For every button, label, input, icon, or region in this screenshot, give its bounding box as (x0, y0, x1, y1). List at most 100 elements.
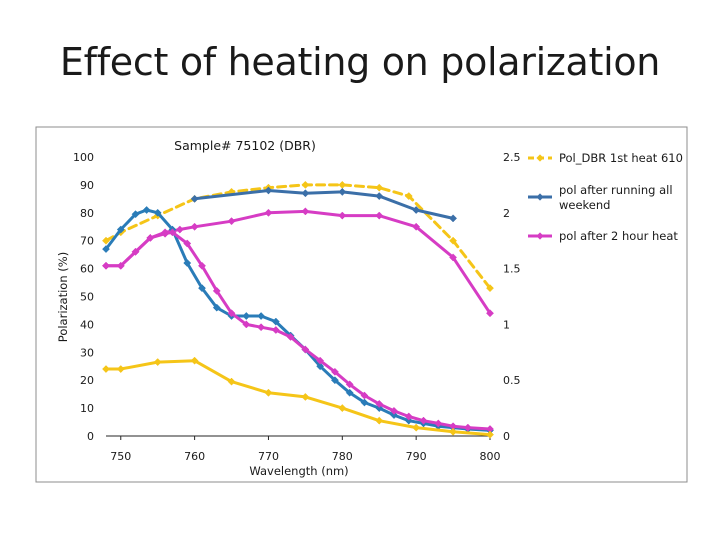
data-point (449, 214, 458, 223)
legend-label: Pol_DBR 1st heat 610 (559, 151, 683, 165)
data-point (175, 225, 184, 234)
data-point (183, 239, 192, 248)
data-point (345, 380, 354, 389)
data-point (375, 211, 384, 220)
data-point (212, 286, 221, 295)
x-tick-label: 750 (110, 450, 131, 463)
data-point (345, 388, 354, 397)
legend-entry-1: pol after running all weekend (528, 183, 673, 212)
y2-tick-label: 1 (503, 318, 510, 331)
legend-marker (536, 232, 544, 240)
legend-marker (536, 154, 544, 162)
data-point (242, 320, 251, 329)
data-point (153, 358, 162, 367)
data-point (330, 376, 339, 385)
data-point (102, 245, 110, 254)
data-point (412, 206, 421, 214)
data-point (375, 192, 384, 201)
y2-tick-label: 0 (503, 430, 510, 443)
y2-tick-label: 2 (503, 207, 510, 220)
data-point (404, 192, 413, 201)
data-point (153, 208, 162, 217)
data-point (286, 333, 295, 341)
y-tick-label: 40 (80, 318, 94, 331)
series-5 (102, 356, 494, 439)
data-point (142, 206, 151, 214)
data-point (242, 312, 251, 320)
data-point (183, 259, 192, 267)
y-tick-label: 10 (80, 402, 94, 415)
x-tick-label: 800 (480, 450, 501, 463)
y-tick-label: 90 (80, 179, 94, 192)
series-layer (102, 180, 494, 439)
data-point (198, 284, 206, 293)
x-tick-label: 790 (406, 450, 427, 463)
data-point (412, 222, 421, 231)
data-point (316, 362, 325, 371)
data-point (227, 309, 236, 318)
data-point (264, 388, 273, 397)
data-point (301, 180, 310, 189)
data-point (146, 233, 155, 242)
data-point (360, 391, 369, 400)
y-tick-label: 100 (73, 151, 94, 164)
data-point (212, 303, 221, 312)
data-point (449, 253, 458, 262)
x-tick-label: 760 (184, 450, 205, 463)
chart-frame (35, 126, 688, 483)
y-tick-label: 50 (80, 291, 94, 304)
y-tick-label: 30 (80, 346, 94, 359)
series-1 (190, 186, 458, 223)
legend-entry-2: pol after 2 hour heat (528, 229, 678, 243)
data-point (131, 210, 140, 219)
series-line (104, 359, 492, 437)
data-point (116, 365, 125, 373)
legend-marker (536, 193, 544, 201)
data-point (338, 211, 347, 220)
data-point (198, 261, 206, 270)
data-point (375, 404, 384, 413)
data-point (419, 416, 428, 425)
data-point (161, 229, 170, 238)
y2-tick-label: 0.5 (503, 374, 521, 387)
y-axis-title: Polarization (%) (56, 252, 70, 342)
data-point (301, 392, 310, 401)
data-point (190, 356, 199, 365)
data-point (412, 423, 421, 432)
data-point (257, 323, 266, 332)
legend-label: pol after running all weekend (559, 183, 673, 212)
data-point (264, 186, 273, 195)
data-point (486, 284, 494, 293)
series-line (104, 183, 492, 290)
data-point (264, 208, 273, 217)
data-point (390, 406, 398, 415)
data-point (449, 427, 458, 436)
data-point (404, 412, 413, 421)
slide-title: Effect of heating on polarization (59, 40, 661, 84)
data-point (168, 228, 177, 237)
data-point (390, 411, 398, 420)
y-tick-label: 20 (80, 374, 94, 387)
y2-tick-label: 2.5 (503, 151, 521, 164)
data-point (301, 189, 310, 198)
series-4 (102, 228, 494, 433)
data-point (463, 423, 472, 432)
data-point (449, 236, 458, 245)
data-point (434, 419, 443, 428)
data-point (116, 261, 125, 270)
data-point (227, 377, 236, 386)
data-point (338, 404, 347, 413)
data-point (257, 312, 266, 320)
data-point (190, 222, 199, 231)
x-tick-label: 770 (258, 450, 279, 463)
x-axis-title: Wavelength (nm) (249, 464, 348, 478)
data-point (271, 326, 280, 334)
data-point (375, 183, 384, 192)
data-point (338, 187, 347, 196)
y-tick-label: 60 (80, 263, 94, 276)
data-point (301, 207, 310, 216)
y-tick-label: 70 (80, 235, 94, 248)
data-point (102, 236, 110, 245)
data-point (486, 430, 494, 439)
